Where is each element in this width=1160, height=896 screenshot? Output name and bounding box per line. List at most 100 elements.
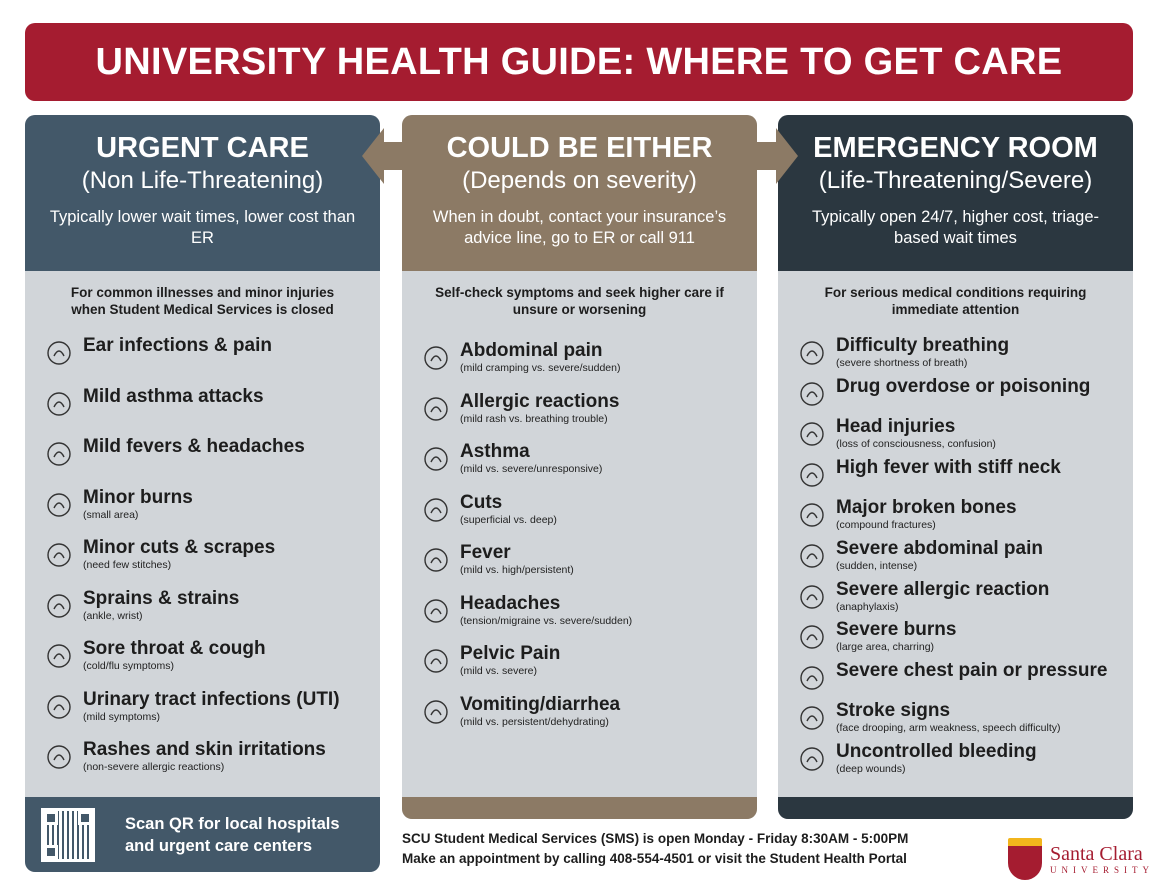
item-sublabel: (need few stitches): [83, 559, 172, 571]
head-icon: [414, 593, 458, 629]
emergency-room-column: EMERGENCY ROOM (Life-Threatening/Severe)…: [778, 115, 1133, 819]
column-title: EMERGENCY ROOM: [813, 132, 1098, 164]
list-item: Severe chest pain or pressure: [778, 660, 1107, 696]
list-item: Asthma (mild vs. severe/unresponsive): [402, 441, 602, 477]
item-label: Minor cuts & scrapes: [83, 537, 276, 558]
item-sublabel: (mild vs. high/persistent): [460, 564, 574, 576]
inhaler-icon: [414, 441, 458, 477]
bandage-icon: [414, 492, 458, 528]
list-item: Severe burns (large area, charring): [778, 619, 956, 655]
list-item: Stroke signs (face drooping, arm weaknes…: [778, 700, 1061, 736]
column-header: EMERGENCY ROOM (Life-Threatening/Severe)…: [778, 115, 1133, 271]
item-label: Abdominal pain: [460, 340, 603, 361]
column-title: COULD BE EITHER: [446, 132, 713, 164]
arrow-left-icon: [362, 128, 416, 184]
santa-clara-logo: Santa Clara UNIVERSITY: [1008, 838, 1154, 880]
item-sublabel: (tension/migraine vs. severe/sudden): [460, 614, 633, 627]
item-label: Urinary tract infections (UTI): [83, 688, 340, 710]
fever-face-icon: [414, 542, 458, 578]
item-sublabel: (loss of consciousness, confusion): [836, 438, 996, 451]
item-sublabel: (deep wounds): [836, 763, 906, 775]
list-item: Minor burns (small area): [25, 487, 193, 523]
qr-text-line1: Scan QR for local hospitals: [125, 814, 340, 833]
item-label: Rashes and skin irritations: [83, 739, 326, 760]
head-injury-icon: [790, 416, 834, 452]
item-sublabel: (non-severe allergic reactions): [83, 761, 225, 773]
bladder-icon: [37, 689, 81, 725]
abdominal-pain-icon: [414, 340, 458, 376]
item-label: Severe chest pain or pressure: [836, 659, 1108, 681]
sms-appointment: Make an appointment by calling 408-554-4…: [402, 851, 907, 866]
item-sublabel: (large area, charring): [836, 641, 935, 654]
qr-code[interactable]: [41, 807, 95, 862]
sprain-icon: [37, 588, 81, 624]
list-item: Major broken bones (compound fractures): [778, 497, 1017, 533]
item-label: Head injuries: [836, 416, 956, 438]
list-item: High fever with stiff neck: [778, 457, 1061, 493]
logo-name: Santa Clara: [1050, 843, 1143, 865]
abdominal-pain-icon: [790, 538, 834, 574]
list-item: Head injuries (loss of consciousness, co…: [778, 416, 996, 452]
qr-text-line2: and urgent care centers: [125, 836, 313, 855]
sms-info: SCU Student Medical Services (SMS) is op…: [402, 829, 908, 869]
list-item: Abdominal pain (mild cramping vs. severe…: [402, 340, 620, 376]
cough-icon: [37, 638, 81, 674]
column-footer: [778, 797, 1133, 819]
item-label: Difficulty breathing: [836, 335, 1010, 356]
pelvis-icon: [414, 643, 458, 679]
list-item: Difficulty breathing (severe shortness o…: [778, 335, 1009, 371]
item-label: Pelvic Pain: [460, 643, 561, 664]
broken-bone-icon: [790, 497, 834, 533]
item-label: Allergic reactions: [460, 390, 620, 412]
list-item: Vomiting/diarrhea (mild vs. persistent/d…: [402, 694, 620, 730]
item-sublabel: (superficial vs. deep): [460, 513, 557, 526]
thermometer-icon: [790, 457, 834, 493]
column-subtitle: (Depends on severity): [462, 167, 697, 194]
item-label: Asthma: [460, 441, 530, 462]
flame-icon: [790, 619, 834, 655]
list-item: Severe abdominal pain (sudden, intense): [778, 538, 1043, 574]
item-sublabel: (anaphylaxis): [836, 600, 899, 613]
list-item: Uncontrolled bleeding (deep wounds): [778, 741, 1037, 777]
item-label: Minor burns: [83, 486, 193, 508]
list-item: Mild fevers & headaches: [25, 436, 305, 472]
vomiting-icon: [414, 694, 458, 730]
page-title: UNIVERSITY HEALTH GUIDE: WHERE TO GET CA…: [25, 23, 1133, 101]
list-item: Pelvic Pain (mild vs. severe): [402, 643, 560, 679]
allergy-hand-icon: [414, 391, 458, 427]
item-sublabel: (mild vs. severe/unresponsive): [460, 463, 603, 475]
item-sublabel: (severe shortness of breath): [836, 357, 968, 369]
column-description: When in doubt, contact your insurance’s …: [432, 208, 727, 247]
column-footer: [402, 797, 757, 819]
inhaler-icon: [37, 386, 81, 422]
urgent-care-column: URGENT CARE (Non Life-Threatening) Typic…: [25, 115, 380, 819]
list-item: Rashes and skin irritations (non-severe …: [25, 739, 326, 775]
blood-drop-icon: [790, 741, 834, 777]
list-item: Fever (mild vs. high/persistent): [402, 542, 574, 578]
item-sublabel: (ankle, wrist): [83, 609, 143, 622]
item-label: Severe allergic reaction: [836, 578, 1050, 600]
item-sublabel: (mild vs. persistent/dehydrating): [460, 715, 609, 728]
column-header: COULD BE EITHER (Depends on severity) Wh…: [402, 115, 757, 271]
item-label: Sore throat & cough: [83, 638, 266, 659]
list-item: Ear infections & pain: [25, 335, 272, 371]
item-label: Mild asthma attacks: [83, 385, 264, 407]
item-sublabel: (mild cramping vs. severe/sudden): [460, 362, 621, 374]
list-item: Cuts (superficial vs. deep): [402, 492, 557, 528]
list-item: Allergic reactions (mild rash vs. breath…: [402, 391, 619, 427]
column-description: Typically open 24/7, higher cost, triage…: [811, 208, 1100, 247]
bandage-icon: [37, 537, 81, 573]
pills-warning-icon: [790, 376, 834, 412]
column-header: URGENT CARE (Non Life-Threatening) Typic…: [25, 115, 380, 271]
could-be-either-column: COULD BE EITHER (Depends on severity) Wh…: [402, 115, 757, 819]
item-sublabel: (mild vs. severe): [460, 665, 538, 677]
chest-pain-icon: [790, 660, 834, 696]
column-subtitle: (Non Life-Threatening): [81, 167, 324, 194]
item-sublabel: (compound fractures): [836, 519, 936, 532]
item-label: Ear infections & pain: [83, 335, 272, 356]
item-sublabel: (mild symptoms): [83, 710, 161, 723]
column-subtitle: (Life-Threatening/Severe): [818, 167, 1093, 194]
list-item: Sore throat & cough (cold/flu symptoms): [25, 638, 266, 674]
list-item: Headaches (tension/migraine vs. severe/s…: [402, 593, 632, 629]
column-intro: Self-check symptoms and seek higher care…: [435, 285, 724, 317]
